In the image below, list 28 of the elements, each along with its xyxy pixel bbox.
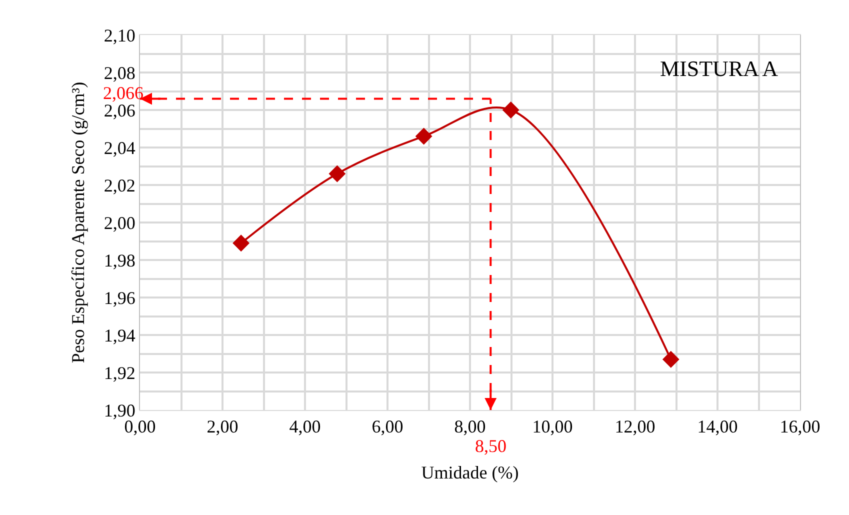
point — [502, 102, 520, 118]
y-tick-label: 2,10 — [104, 25, 136, 46]
y-tick-label: 1,94 — [104, 325, 136, 346]
x-tick-label: 16,00 — [780, 416, 820, 437]
y-tick-label: 2,06 — [104, 100, 136, 120]
y-tick-label: 1,96 — [104, 288, 136, 308]
point — [232, 234, 250, 252]
y-tick-label: 2,04 — [104, 138, 136, 158]
y-tick-label: 1,98 — [104, 250, 136, 270]
point — [415, 128, 432, 145]
x-tick-label: 10,00 — [532, 416, 573, 437]
ref-line-label: 8,50 — [475, 436, 506, 456]
x-tick-label: 8,00 — [454, 416, 486, 437]
point — [328, 165, 346, 182]
ref-line-label: 2,066 — [103, 83, 144, 103]
x-tick-label: 2,00 — [206, 416, 238, 437]
y-tick-label: 2,08 — [104, 62, 136, 83]
y-tick-label: 1,92 — [104, 362, 136, 383]
point — [662, 350, 680, 368]
y-axis-title: Peso Específico Aparente Seco (g/cm³) — [68, 82, 88, 364]
y-tick-label: 2,00 — [104, 212, 136, 233]
x-tick-label: 4,00 — [289, 416, 321, 437]
annotation: MISTURA A — [660, 56, 778, 81]
x-tick-label: 6,00 — [372, 416, 404, 437]
x-tick-label: 12,00 — [614, 416, 656, 437]
x-tick-label: 14,00 — [697, 416, 738, 437]
y-tick-label: 2,02 — [104, 175, 136, 196]
x-axis-title: Umidade (%) — [421, 462, 519, 483]
